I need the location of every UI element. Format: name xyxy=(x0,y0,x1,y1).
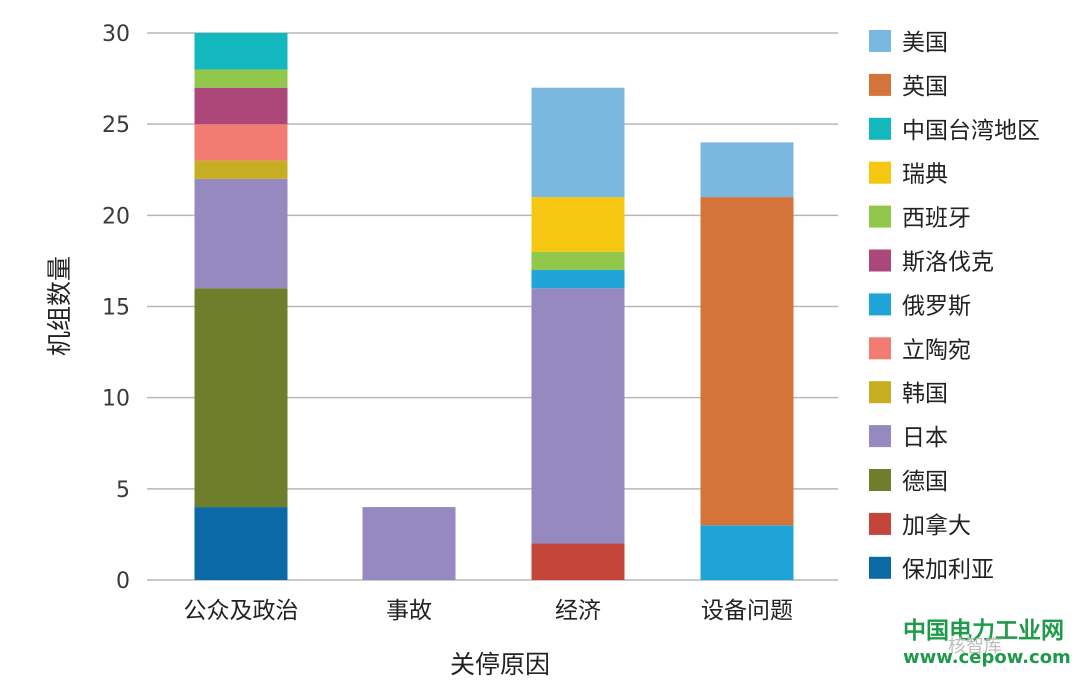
bar-segment xyxy=(700,142,794,198)
legend-label: 保加利亚 xyxy=(902,557,994,583)
bar-segment xyxy=(194,507,288,580)
bar-segment xyxy=(194,288,288,508)
bar-segment xyxy=(531,543,625,580)
legend-label: 立陶宛 xyxy=(902,337,971,363)
bar-segment xyxy=(194,33,288,70)
x-axis-categories: 公众及政治 事故 经济 设备问题 xyxy=(184,598,794,624)
legend-swatch xyxy=(869,556,891,579)
legend-label: 中国台湾地区 xyxy=(902,118,1040,144)
x-category-label: 公众及政治 xyxy=(184,598,299,624)
bar-segment xyxy=(700,197,794,526)
legend-swatch xyxy=(869,73,891,96)
y-axis-ticks: 0 5 10 15 20 25 30 xyxy=(102,22,130,594)
legend-item: 英国 xyxy=(869,73,948,100)
bar-segment xyxy=(531,270,625,289)
legend-swatch xyxy=(869,205,891,228)
bar-segment xyxy=(194,178,288,289)
bar-segment xyxy=(194,124,288,161)
legend-item: 德国 xyxy=(869,469,948,495)
legend-label: 韩国 xyxy=(902,381,948,407)
legend-swatch xyxy=(869,117,891,140)
y-tick-label: 25 xyxy=(102,113,130,138)
y-tick-label: 10 xyxy=(102,387,130,412)
legend-swatch xyxy=(869,425,891,448)
x-category-label: 经济 xyxy=(555,598,601,624)
legend-item: 加拿大 xyxy=(869,512,971,539)
legend-label: 英国 xyxy=(902,74,948,100)
bar-segment xyxy=(362,507,456,580)
legend-swatch xyxy=(869,512,891,535)
legend-swatch xyxy=(869,249,891,272)
y-tick-label: 0 xyxy=(116,569,130,594)
y-tick-label: 20 xyxy=(102,204,130,229)
watermark-subtitle: 核智库 xyxy=(948,636,1002,657)
bar-segment xyxy=(531,288,625,544)
bar-segment xyxy=(531,87,625,198)
legend-item: 美国 xyxy=(869,30,948,56)
x-category-label: 事故 xyxy=(386,598,432,624)
bar-segment xyxy=(531,197,625,252)
watermark-url: www.cepow.com xyxy=(903,647,1071,668)
legend-label: 美国 xyxy=(902,30,948,56)
legend-item: 俄罗斯 xyxy=(869,293,971,319)
bars xyxy=(194,33,794,580)
watermark-title: 中国电力工业网 xyxy=(903,618,1064,644)
x-category-label: 设备问题 xyxy=(701,598,793,624)
legend-label: 日本 xyxy=(902,425,948,451)
bar-segment xyxy=(194,87,288,125)
y-tick-label: 15 xyxy=(102,296,130,321)
legend-item: 西班牙 xyxy=(869,205,971,232)
legend-label: 加拿大 xyxy=(902,512,971,539)
legend-item: 保加利亚 xyxy=(869,556,994,583)
legend-label: 西班牙 xyxy=(902,206,971,232)
bar-segment xyxy=(531,251,625,271)
y-tick-label: 5 xyxy=(116,478,130,503)
y-axis-title: 机组数量 xyxy=(45,256,74,356)
legend-label: 瑞典 xyxy=(902,162,948,188)
legend-swatch xyxy=(869,161,891,184)
bar-segment xyxy=(700,525,794,580)
legend-label: 德国 xyxy=(902,469,948,495)
bar-segment xyxy=(194,69,288,88)
legend-swatch xyxy=(869,469,891,491)
legend-item: 瑞典 xyxy=(869,161,948,188)
legend-item: 日本 xyxy=(869,425,948,451)
legend-item: 斯洛伐克 xyxy=(869,249,994,276)
legend-item: 中国台湾地区 xyxy=(869,117,1040,144)
legend-swatch xyxy=(869,293,891,316)
legend-label: 斯洛伐克 xyxy=(902,250,994,276)
legend-item: 韩国 xyxy=(869,381,948,407)
y-tick-label: 30 xyxy=(102,22,130,47)
x-axis-title: 关停原因 xyxy=(450,650,550,679)
legend-item: 立陶宛 xyxy=(869,337,971,363)
legend-swatch xyxy=(869,30,891,52)
legend-swatch xyxy=(869,337,891,360)
legend-label: 俄罗斯 xyxy=(902,293,971,319)
bar-segment xyxy=(194,160,288,179)
watermark: 中国电力工业网 核智库 www.cepow.com xyxy=(903,618,1071,668)
legend-swatch xyxy=(869,381,891,404)
